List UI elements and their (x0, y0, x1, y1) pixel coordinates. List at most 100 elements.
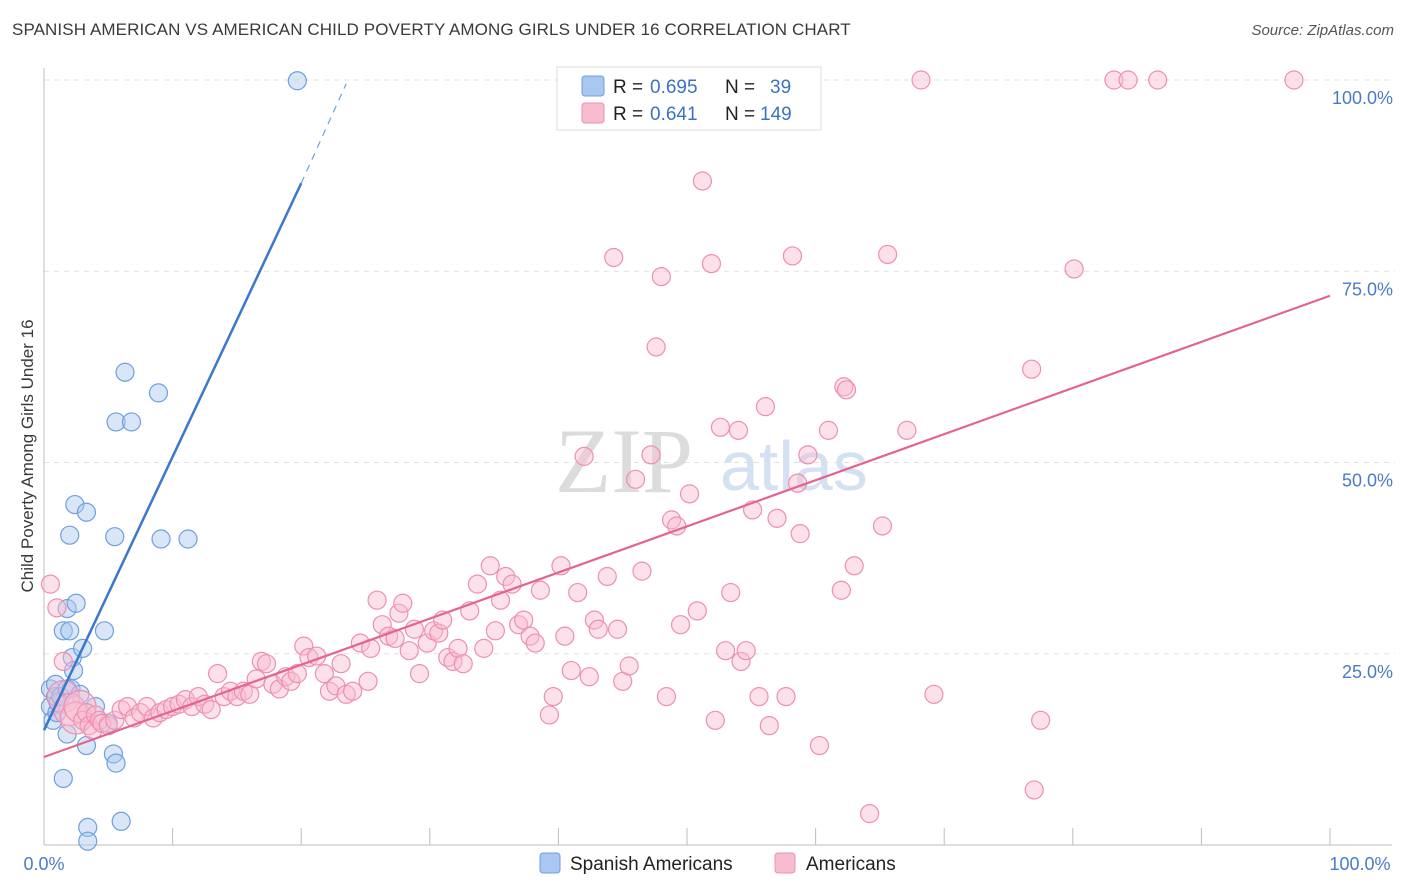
point-spanish-american-30 (105, 527, 125, 547)
point-american-139 (872, 516, 893, 536)
point-american-144 (1024, 780, 1044, 800)
point-spanish-american-35 (121, 412, 142, 432)
point-spanish-american-22 (76, 502, 97, 522)
point-american-51 (331, 654, 351, 674)
point-spanish-american-36 (148, 383, 169, 403)
legend-r-value-1: 0.695 (650, 77, 698, 98)
point-american-150 (1148, 70, 1168, 90)
point-american-39 (256, 654, 277, 674)
legend-n-value-1: 39 (770, 77, 791, 98)
point-spanish-american-37 (151, 529, 171, 549)
point-american-148 (1104, 70, 1124, 90)
chart-source: Source: ZipAtlas.com (1251, 22, 1394, 39)
point-spanish-american-13 (60, 525, 80, 545)
point-spanish-american-19 (66, 593, 86, 613)
point-american-138 (860, 804, 880, 824)
point-american-93 (574, 446, 594, 466)
point-american-98 (604, 247, 624, 268)
chart-title: SPANISH AMERICAN VS AMERICAN CHILD POVER… (12, 20, 851, 39)
point-american-46 (299, 647, 319, 668)
point-american-143 (924, 684, 944, 704)
point-american-88 (543, 686, 563, 707)
point-american-123 (749, 686, 769, 707)
point-american-110 (670, 615, 691, 635)
point-american-43 (281, 671, 301, 691)
point-american-15 (105, 710, 125, 730)
point-american-137 (844, 556, 864, 576)
legend-r-value-2: 0.641 (650, 104, 698, 125)
point-american-120 (731, 651, 751, 672)
point-american-106 (651, 267, 671, 287)
point-american-49 (319, 681, 340, 701)
point-american-141 (897, 420, 917, 440)
point-american-83 (514, 610, 534, 630)
point-american-132 (809, 735, 830, 756)
point-american-149 (1118, 70, 1138, 90)
point-spanish-american-34 (115, 362, 135, 382)
point-spanish-american-12 (57, 599, 77, 619)
grid-lines (44, 79, 1395, 655)
point-american-53 (343, 681, 363, 701)
point-american-12 (89, 710, 109, 730)
point-american-147 (1064, 259, 1084, 279)
point-american-85 (525, 633, 545, 653)
legend-n-value-2: 149 (760, 104, 792, 125)
x-tick-label-0: 0.0% (23, 854, 64, 874)
point-american-72 (448, 638, 468, 658)
point-american-58 (372, 615, 392, 635)
point-american-142 (911, 70, 931, 90)
point-american-118 (721, 582, 741, 603)
bottom-legend-swatch-americans (774, 852, 796, 874)
point-american-41 (269, 679, 289, 699)
legend-swatch-americans (581, 102, 605, 124)
legend-n-label-1: N = (725, 77, 755, 98)
point-american-133 (818, 420, 839, 440)
point-american-140 (878, 244, 898, 265)
point-spanish-american-39 (287, 71, 307, 91)
point-american-128 (782, 246, 803, 266)
point-american-45 (294, 636, 314, 656)
trend-line-americans (43, 294, 1331, 759)
bottom-legend-label-americans: Americans (806, 854, 896, 875)
point-american-1 (47, 598, 67, 618)
point-american-87 (539, 705, 559, 725)
point-spanish-american-25 (78, 831, 98, 851)
point-american-0 (40, 574, 61, 594)
trend-line-spanish-americans (42, 182, 303, 731)
bottom-legend-label-spanish-americans: Spanish Americans (570, 854, 733, 875)
point-spanish-american-31 (106, 753, 126, 773)
legend-r-label-1: R = (613, 77, 643, 98)
axes (43, 68, 1392, 846)
legend-swatch-spanish-americans (581, 75, 605, 97)
point-american-113 (692, 171, 713, 191)
point-american-119 (728, 420, 749, 440)
y-tick-label-25: 25.0% (1342, 662, 1393, 682)
point-american-135 (834, 377, 854, 397)
point-american-44 (287, 664, 307, 684)
point-american-117 (715, 641, 736, 661)
bottom-legend: Spanish Americans Americans (539, 852, 896, 875)
legend-box: R = 0.695 N = 39 R = 0.641 N = 149 (556, 66, 822, 131)
point-american-108 (661, 510, 682, 530)
point-american-55 (358, 671, 378, 691)
point-american-111 (679, 484, 700, 504)
point-american-115 (705, 710, 725, 730)
point-spanish-american-20 (70, 684, 90, 704)
point-american-73 (453, 654, 473, 674)
point-american-77 (480, 556, 500, 576)
point-american-96 (588, 619, 608, 639)
point-american-5 (59, 701, 93, 735)
point-spanish-american-27 (94, 621, 115, 641)
point-american-65 (409, 664, 430, 684)
point-spanish-american-38 (178, 529, 198, 549)
point-american-61 (389, 603, 409, 623)
point-american-76 (474, 638, 494, 658)
point-american-3 (53, 651, 73, 672)
point-american-127 (776, 686, 796, 707)
point-spanish-american-24 (78, 817, 98, 838)
point-american-48 (314, 664, 334, 684)
point-american-91 (561, 660, 581, 681)
point-american-104 (641, 445, 661, 465)
point-american-112 (687, 601, 707, 621)
watermark: ZIP atlas (555, 410, 868, 512)
